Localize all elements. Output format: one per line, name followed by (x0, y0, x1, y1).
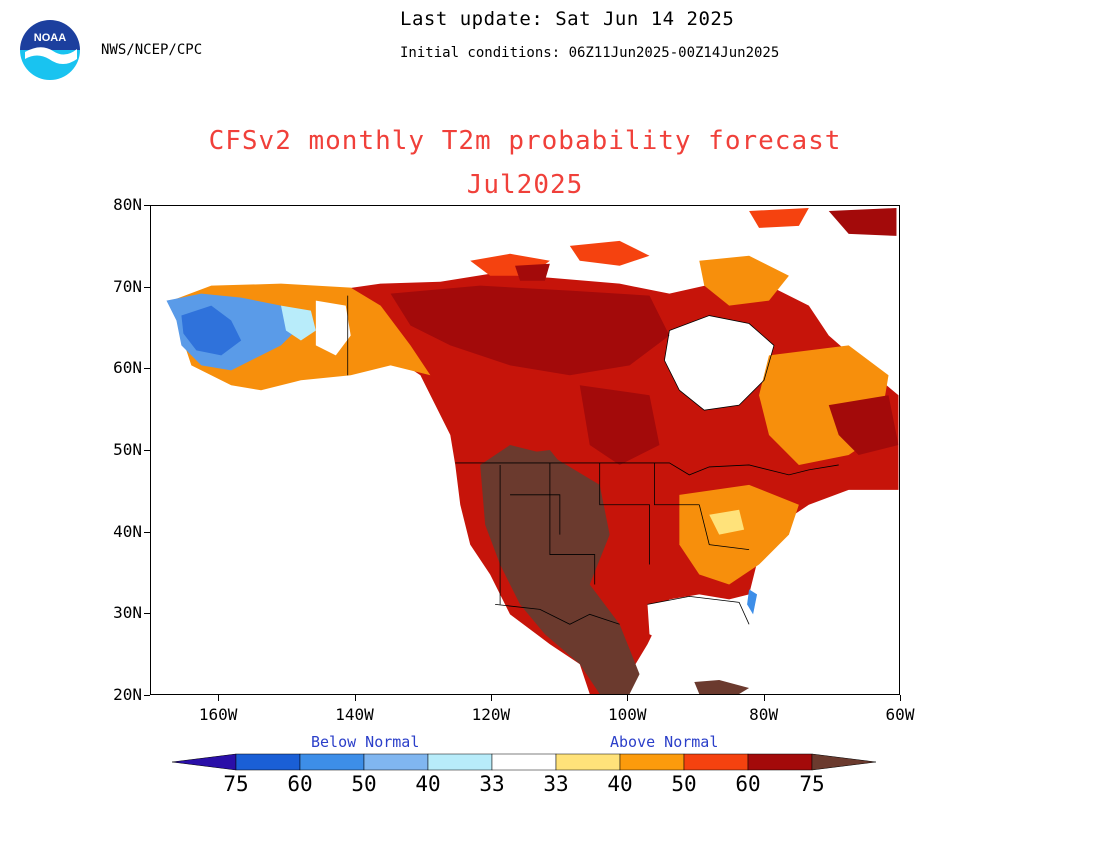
lon-tick-label: 160W (198, 705, 238, 724)
color-bar-segment (427, 753, 493, 771)
lon-tick-label: 100W (608, 705, 647, 724)
color-bar-label: 33 (479, 772, 505, 796)
color-bar-segment (235, 753, 301, 771)
chart-title: CFSv2 monthly T2m probability forecast (208, 126, 842, 156)
color-bar-segment (491, 753, 557, 771)
lat-tick-mark (144, 205, 150, 206)
map-frame (150, 205, 900, 695)
color-bar-segment (619, 753, 685, 771)
land-areas (166, 207, 899, 694)
color-bar-label: 33 (543, 772, 569, 796)
chart-subtitle: Jul2025 (466, 170, 584, 200)
color-bar-label: 60 (287, 772, 313, 796)
lat-tick-mark (144, 531, 150, 533)
color-bar-label: 50 (351, 772, 377, 796)
lat-tick-label: 30N (113, 603, 142, 623)
lat-tick-label: 60N (113, 358, 142, 378)
lon-tick-mark (218, 695, 220, 701)
borders (347, 295, 839, 625)
initial-conditions: Initial conditions: 06Z11Jun2025-00Z14Ju… (400, 45, 780, 61)
color-bar-segment (747, 753, 813, 771)
lon-tick-mark (490, 695, 492, 701)
brown-anomaly-southwest (480, 445, 640, 694)
color-bar (171, 753, 877, 771)
probability-map (166, 207, 899, 694)
lat-tick-label: 80N (113, 195, 142, 214)
color-bar-segment (299, 753, 365, 771)
gulf-of-mexico (647, 596, 750, 645)
color-bar-segment (171, 753, 237, 771)
last-update: Last update: Sat Jun 14 2025 (400, 8, 735, 30)
lon-tick-mark (627, 695, 629, 701)
color-bar-label: 50 (671, 772, 697, 796)
lon-tick-label: 60W (885, 705, 915, 724)
agency-label: NWS/NCEP/CPC (101, 42, 203, 58)
color-bar-segment (811, 753, 877, 771)
lat-tick-label: 40N (113, 521, 142, 541)
color-bar-label: 40 (415, 772, 441, 796)
color-bar-segment (555, 753, 621, 771)
lat-tick-label: 50N (113, 440, 142, 459)
lat-tick-mark (144, 613, 150, 615)
lon-tick-mark (763, 695, 765, 701)
color-bar-label: 75 (223, 772, 249, 796)
lon-tick-mark (354, 695, 356, 701)
color-bar-segment (683, 753, 749, 771)
lat-tick-label: 70N (113, 276, 142, 296)
lon-tick-mark (900, 695, 901, 701)
lat-tick-mark (144, 368, 150, 370)
noaa-logo: NOAA (20, 20, 80, 80)
lat-tick-mark (144, 450, 150, 451)
above-normal-label: Above Normal (610, 733, 719, 751)
color-bar-label: 75 (799, 772, 825, 796)
color-bar-segment (363, 753, 429, 771)
lat-tick-mark (144, 695, 150, 696)
color-bar-label: 40 (607, 772, 633, 796)
logo-text: NOAA (34, 32, 66, 44)
color-bar-label: 60 (735, 772, 761, 796)
lat-tick-mark (144, 286, 150, 288)
hudson-bay (664, 315, 774, 411)
lon-tick-label: 80W (749, 705, 779, 724)
lat-tick-label: 20N (113, 685, 142, 704)
lon-tick-label: 140W (335, 705, 374, 724)
below-normal-label: Below Normal (311, 733, 420, 751)
lon-tick-label: 120W (471, 705, 511, 724)
